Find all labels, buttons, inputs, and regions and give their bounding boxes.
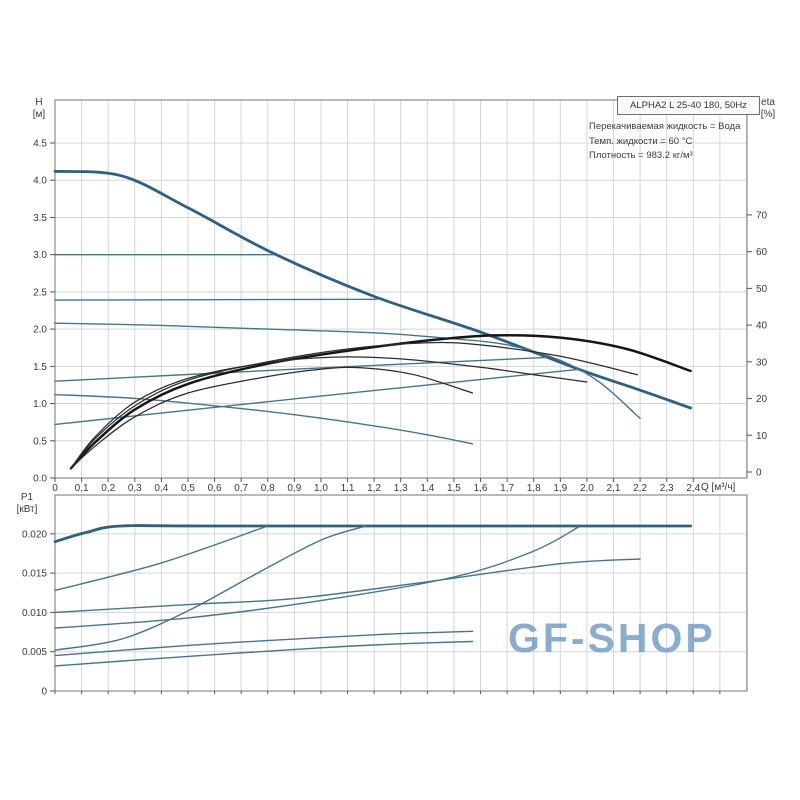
y-tick-label: 0.010: [22, 608, 47, 619]
x-tick-label: 1,3: [394, 483, 408, 494]
x-tick-label: 0: [52, 483, 58, 494]
x-tick-label: 2,3: [660, 483, 674, 494]
x-tick-label: 2,2: [633, 483, 647, 494]
info-density: Плотность = 983.2 кг/м³: [589, 150, 693, 161]
pump-info-block: Перекачиваемая жидкость = Вода Темп. жид…: [589, 120, 740, 164]
x-tick-label: 1,7: [500, 483, 514, 494]
x-tick-label: 0,7: [234, 483, 248, 494]
x-tick-label: 0,1: [75, 483, 89, 494]
y-tick-label: 4.5: [33, 139, 47, 150]
y-tick-label: 0.0: [33, 474, 47, 485]
x-tick-label: 1,9: [553, 483, 567, 494]
x-tick-label: 0,9: [287, 483, 301, 494]
eta-tick-label: 0: [756, 467, 762, 478]
x-tick-label: 1,6: [474, 483, 488, 494]
y-tick-label: 3.0: [33, 250, 47, 261]
eta-axis-label: eta [%]: [751, 97, 785, 121]
curve-prop-pressure-upper: [54, 356, 548, 382]
p1-axis-symbol: P1: [20, 492, 34, 503]
y-tick-label: 1.5: [33, 362, 47, 373]
info-liquid: Перекачиваемая жидкость = Вода: [589, 121, 741, 132]
info-temperature: Темп. жидкости = 60 °C: [589, 135, 693, 147]
curve-eta-speed-1: [70, 366, 474, 469]
curve-speed-2-curve: [54, 322, 641, 420]
x-tick-label: 0,3: [128, 483, 142, 494]
curve-p1-speed-1: [54, 630, 474, 657]
curve-speed-3-max-curve: [53, 169, 692, 410]
curve-p1-const-pressure-2.4: [54, 525, 367, 651]
x-tick-label: 1,1: [341, 483, 355, 494]
eta-tick-label: 40: [756, 321, 768, 332]
y-tick-label: 3.5: [33, 213, 47, 224]
y-tick-label: 1.0: [33, 399, 47, 410]
x-tick-label: 1,5: [447, 483, 461, 494]
x-tick-label: 2,0: [580, 483, 594, 494]
p1-axis-unit: [кВт]: [16, 504, 38, 515]
y-tick-label: 4.0: [33, 176, 47, 187]
curve-const-pressure-2.4: [54, 298, 378, 301]
eta-tick-label: 20: [756, 394, 768, 405]
y-tick-label: 0.020: [22, 529, 47, 540]
y-tick-label: 0.015: [22, 569, 47, 580]
eta-tick-label: 30: [756, 357, 768, 368]
x-tick-label: 0,4: [154, 483, 168, 494]
curve-p1-const-pressure-3.0: [54, 525, 269, 592]
eta-tick-label: 70: [756, 210, 768, 221]
y-tick-label: 2.0: [33, 325, 47, 336]
x-tick-label: 0,2: [101, 483, 115, 494]
eta-tick-label: 10: [756, 431, 768, 442]
x-tick-label: 2,4: [686, 483, 700, 494]
y-tick-label: 0.005: [22, 647, 47, 658]
y-tick-label: 0: [41, 687, 47, 698]
p1-axis-label: P1 [кВт]: [10, 492, 44, 516]
gf-shop-watermark: GF-SHOP: [508, 615, 716, 661]
pump-title-box: ALPHA2 L 25-40 180, 50Hz: [617, 96, 760, 115]
x-tick-label: 0,6: [208, 483, 222, 494]
curve-eta-mid: [70, 356, 588, 469]
x-tick-label: 1,8: [527, 483, 541, 494]
eta-tick-label: 60: [756, 247, 768, 258]
x-tick-label: 0,8: [261, 483, 275, 494]
y-tick-label: 0.5: [33, 436, 47, 447]
h-axis-unit: [м]: [32, 109, 46, 120]
h-axis-label: H [м]: [22, 97, 56, 121]
eta-axis-symbol: eta: [761, 97, 775, 108]
curve-p1-speed-3: [53, 524, 692, 544]
curve-speed-1-curve: [54, 393, 474, 445]
curve-eta-speed-2: [70, 341, 639, 469]
q-axis-label: Q [м³/ч]: [701, 482, 736, 493]
x-tick-label: 1,4: [420, 483, 434, 494]
eta-tick-label: 50: [756, 284, 768, 295]
curve-p1-speed-2: [54, 558, 641, 614]
x-tick-label: 0,5: [181, 483, 195, 494]
curve-p1-lowest: [54, 640, 474, 667]
y-tick-label: 2.5: [33, 287, 47, 298]
curve-p1-prop-pressure: [54, 526, 580, 629]
x-tick-label: 2,1: [607, 483, 621, 494]
x-tick-label: 1,2: [367, 483, 381, 494]
h-axis-symbol: H: [35, 97, 43, 108]
eta-axis-unit: [%]: [760, 109, 776, 120]
x-tick-label: 1,0: [314, 483, 328, 494]
curve-eta-speed-3: [69, 333, 692, 470]
